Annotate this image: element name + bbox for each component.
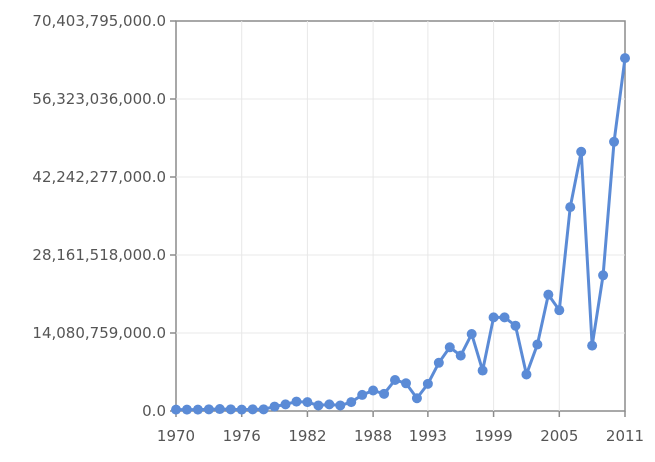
data-point bbox=[521, 369, 532, 380]
data-point bbox=[291, 396, 302, 407]
data-point bbox=[609, 136, 620, 147]
x-tick-label: 1976 bbox=[223, 427, 261, 445]
data-point bbox=[258, 404, 269, 415]
data-point bbox=[565, 202, 576, 213]
data-point bbox=[455, 350, 466, 361]
data-point bbox=[379, 388, 390, 399]
data-point bbox=[466, 329, 477, 340]
data-point bbox=[368, 385, 379, 396]
y-tick-label: 56,323,036,000.0 bbox=[32, 90, 166, 108]
data-point bbox=[598, 270, 609, 281]
data-point bbox=[532, 339, 543, 350]
plot-area bbox=[175, 20, 626, 412]
x-tick-label: 1993 bbox=[409, 427, 447, 445]
data-point bbox=[324, 399, 335, 410]
data-point bbox=[335, 400, 346, 411]
x-tick-label: 1999 bbox=[474, 427, 512, 445]
data-point bbox=[225, 404, 236, 415]
data-point bbox=[433, 357, 444, 368]
y-tick-label: 42,242,277,000.0 bbox=[32, 168, 166, 186]
data-point bbox=[543, 289, 554, 300]
data-point bbox=[576, 146, 587, 157]
data-point bbox=[390, 374, 401, 385]
x-tick-label: 2011 bbox=[606, 427, 644, 445]
data-point bbox=[477, 365, 488, 376]
data-point bbox=[488, 312, 499, 323]
data-point bbox=[269, 401, 280, 412]
data-point bbox=[422, 378, 433, 389]
x-tick-label: 2005 bbox=[540, 427, 578, 445]
data-point bbox=[192, 404, 203, 415]
data-point bbox=[587, 340, 598, 351]
data-point bbox=[400, 378, 411, 389]
data-point bbox=[313, 400, 324, 411]
data-point bbox=[302, 397, 313, 408]
data-point bbox=[346, 397, 357, 408]
y-tick-label: 28,161,518,000.0 bbox=[32, 246, 166, 264]
y-tick-label: 14,080,759,000.0 bbox=[32, 324, 166, 342]
y-axis-tick-labels: 0.0 14,080,759,000.0 28,161,518,000.0 42,24… bbox=[32, 12, 166, 420]
data-point bbox=[280, 399, 291, 410]
x-tick-label: 1988 bbox=[354, 427, 392, 445]
x-tick-label: 1970 bbox=[157, 427, 195, 445]
data-point bbox=[236, 404, 247, 415]
data-point bbox=[411, 393, 422, 404]
data-point bbox=[620, 53, 630, 64]
data-point bbox=[499, 312, 510, 323]
series-points bbox=[171, 53, 630, 415]
data-point bbox=[510, 320, 521, 331]
data-point bbox=[181, 404, 192, 415]
data-point bbox=[171, 404, 181, 415]
data-point bbox=[554, 305, 565, 316]
x-axis-tick-labels: 1970 1976 1982 1988 1993 1999 2005 2011 bbox=[157, 427, 644, 445]
data-point bbox=[357, 389, 368, 400]
y-tick-label: 0.0 bbox=[142, 402, 166, 420]
x-tick-label: 1982 bbox=[288, 427, 326, 445]
data-point bbox=[214, 404, 225, 415]
data-point bbox=[247, 404, 258, 415]
y-tick-label: 70,403,795,000.0 bbox=[32, 12, 166, 30]
data-point bbox=[203, 404, 214, 415]
data-point bbox=[444, 342, 455, 353]
